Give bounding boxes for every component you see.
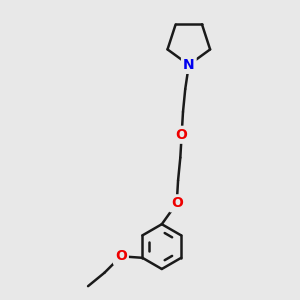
Text: N: N	[183, 58, 195, 72]
Text: O: O	[171, 196, 183, 210]
Text: O: O	[176, 128, 188, 142]
Text: O: O	[115, 249, 127, 263]
